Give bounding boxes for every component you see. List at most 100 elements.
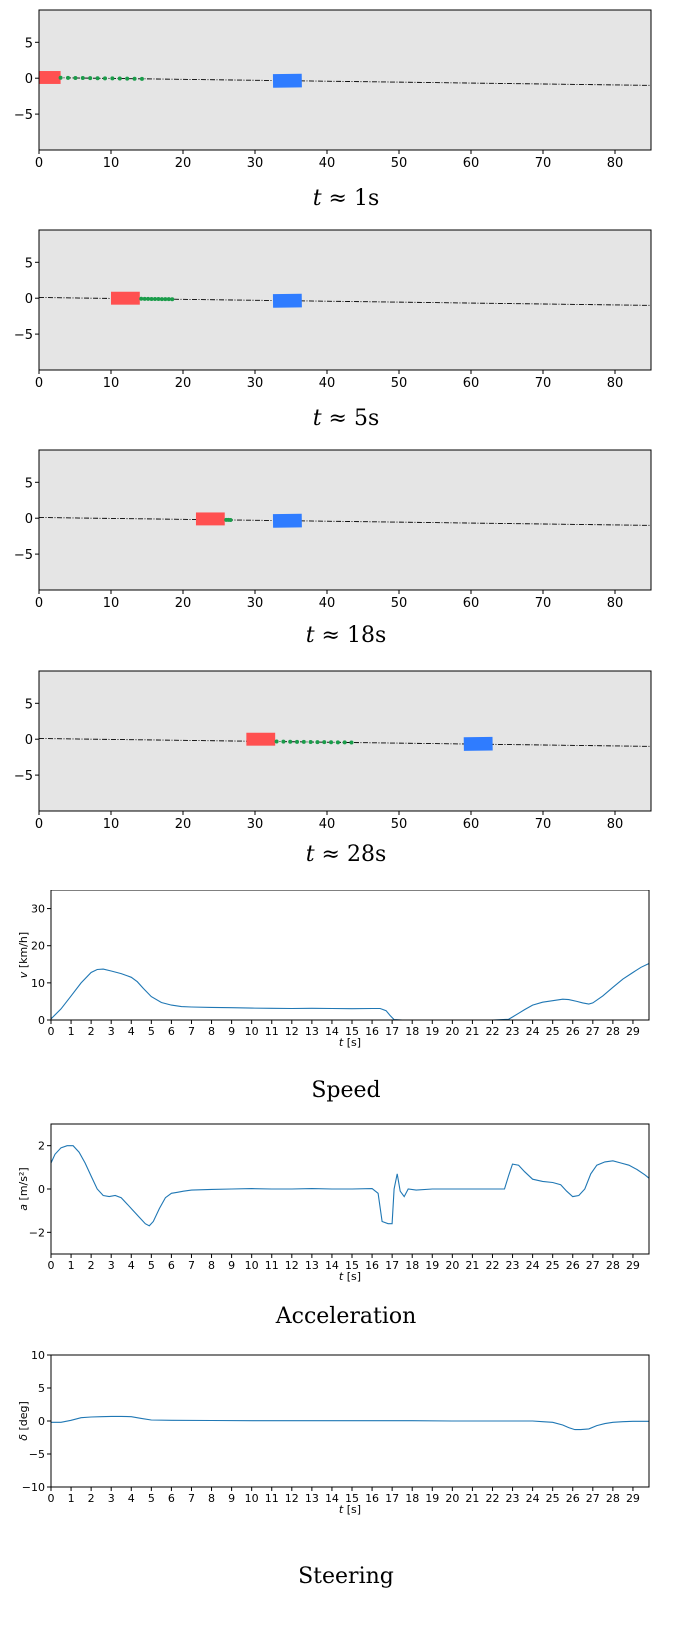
y-tick-label: 20 (31, 940, 45, 953)
prediction-point (139, 76, 144, 81)
x-tick-label: 50 (391, 156, 408, 171)
x-tick-label: 7 (188, 1492, 195, 1505)
x-tick-label: 2 (88, 1025, 95, 1038)
target-vehicle (463, 736, 493, 751)
prediction-point (110, 76, 115, 81)
prediction-point (228, 517, 233, 522)
panel-caption: t ≈ 1s (312, 186, 380, 211)
x-tick-label: 60 (463, 596, 480, 611)
prediction-point (117, 76, 122, 81)
x-tick-label: 29 (626, 1259, 640, 1272)
x-tick-label: 22 (485, 1025, 499, 1038)
x-tick-label: 8 (208, 1025, 215, 1038)
x-tick-label: 27 (586, 1025, 600, 1038)
plot-frame (38, 9, 652, 151)
x-tick-label: 8 (208, 1492, 215, 1505)
x-tick-label: 40 (319, 376, 336, 391)
x-tick-label: 40 (319, 596, 336, 611)
x-tick-label: 22 (485, 1492, 499, 1505)
prediction-point (80, 76, 85, 81)
x-tick-label: 25 (546, 1259, 560, 1272)
prediction-point (342, 740, 347, 745)
x-tick-label: 70 (535, 376, 552, 391)
x-tick-label: 15 (345, 1025, 359, 1038)
x-tick-label: 26 (566, 1259, 580, 1272)
x-tick-label: 80 (607, 817, 624, 832)
y-tick-label: −5 (29, 1448, 45, 1461)
prediction-point (315, 740, 320, 745)
x-tick-label: 26 (566, 1492, 580, 1505)
y-axis-label: v [km/h] (17, 932, 30, 978)
x-tick-label: 5 (148, 1492, 155, 1505)
x-tick-label: 10 (103, 376, 120, 391)
x-tick-label: 10 (245, 1025, 259, 1038)
x-tick-label: 80 (607, 376, 624, 391)
x-tick-label: 15 (345, 1259, 359, 1272)
x-tick-label: 18 (405, 1492, 419, 1505)
x-tick-label: 17 (385, 1259, 399, 1272)
x-tick-label: 0 (35, 156, 43, 171)
x-tick-label: 3 (108, 1025, 115, 1038)
y-tick-label: −5 (14, 548, 33, 563)
x-tick-label: 5 (148, 1025, 155, 1038)
x-tick-label: 23 (506, 1492, 520, 1505)
prediction-point (159, 297, 164, 302)
y-tick-label: 2 (38, 1140, 45, 1153)
x-tick-label: 16 (365, 1025, 379, 1038)
y-tick-label: 0 (25, 512, 33, 527)
acceleration-plot: 0 1 2 3 4 5 6 7 8 9 10 11 12 13 14 15 16 17 18 19 20 21 22 23 24… (17, 1123, 650, 1283)
x-tick-label: 15 (345, 1492, 359, 1505)
x-tick-label: 60 (463, 156, 480, 171)
x-tick-label: 30 (247, 817, 264, 832)
x-tick-label: 50 (391, 817, 408, 832)
x-tick-label: 9 (228, 1492, 235, 1505)
x-tick-label: 25 (546, 1492, 560, 1505)
acceleration-panel: 0 1 2 3 4 5 6 7 8 9 10 11 12 13 14 15 16 17 18 19 20 21 22 23 24… (0, 1110, 692, 1304)
target-vehicle (272, 293, 302, 308)
x-tick-label: 7 (188, 1025, 195, 1038)
x-tick-label: 23 (506, 1259, 520, 1272)
prediction-point (139, 296, 144, 301)
x-tick-label: 18 (405, 1025, 419, 1038)
x-tick-label: 60 (463, 817, 480, 832)
trajectory-panel-4: 0 10 20 30 40 50 60 70 80 5 0 −5 (0, 661, 692, 855)
prediction-point (170, 297, 175, 302)
prediction-point (95, 76, 100, 81)
prediction-point (142, 296, 147, 301)
x-tick-label: 6 (168, 1492, 175, 1505)
x-axis-label: t [s] (339, 1270, 361, 1283)
x-tick-label: 27 (586, 1492, 600, 1505)
x-tick-label: 60 (463, 376, 480, 391)
x-tick-label: 14 (325, 1259, 339, 1272)
x-tick-label: 24 (526, 1025, 540, 1038)
y-tick-label: −2 (29, 1226, 45, 1239)
x-tick-label: 28 (606, 1025, 620, 1038)
x-tick-label: 14 (325, 1025, 339, 1038)
x-tick-label: 22 (485, 1259, 499, 1272)
prediction-point (281, 739, 286, 744)
x-tick-label: 20 (175, 156, 192, 171)
x-tick-label: 9 (228, 1259, 235, 1272)
x-tick-label: 11 (265, 1025, 279, 1038)
prediction-point (65, 75, 70, 80)
x-tick-label: 20 (175, 376, 192, 391)
x-tick-label: 13 (305, 1259, 319, 1272)
y-tick-label: 30 (31, 903, 45, 916)
prediction-point (295, 739, 300, 744)
trajectory-panel-1: 0 10 20 30 40 50 60 70 80 5 0 −5 (0, 0, 692, 194)
prediction-point (335, 740, 340, 745)
trajectory-panel-2: 0 10 20 30 40 50 60 70 80 5 0 −5 (0, 220, 692, 414)
x-tick-label: 10 (103, 596, 120, 611)
reference-path (38, 517, 652, 526)
x-tick-label: 19 (425, 1025, 439, 1038)
x-tick-label: 2 (88, 1492, 95, 1505)
y-tick-label: 0 (38, 1183, 45, 1196)
x-tick-label: 19 (425, 1259, 439, 1272)
x-tick-label: 9 (228, 1025, 235, 1038)
x-tick-label: 70 (535, 156, 552, 171)
prediction-point (58, 75, 63, 80)
x-tick-label: 0 (35, 376, 43, 391)
x-tick-label: 4 (128, 1259, 135, 1272)
